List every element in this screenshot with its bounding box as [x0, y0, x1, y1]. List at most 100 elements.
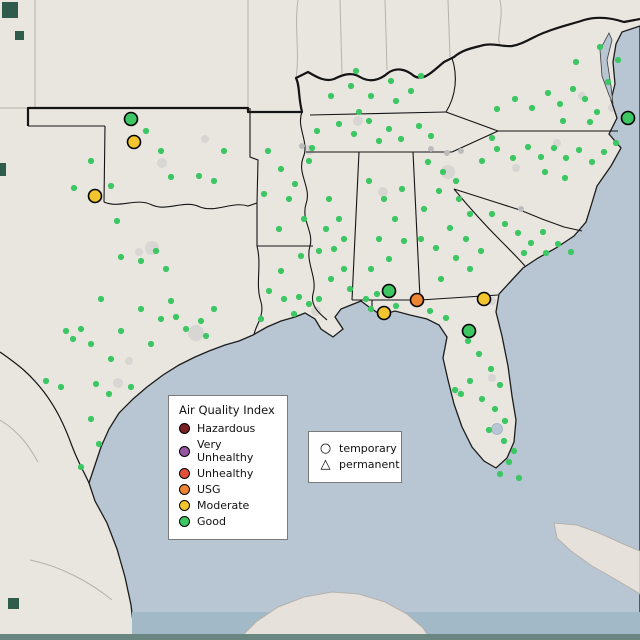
station-dot-good — [291, 180, 299, 188]
station-dot-good — [420, 205, 428, 213]
station-dot-good — [398, 185, 406, 193]
station-dot-good — [167, 173, 175, 181]
aqi-legend-item: Moderate — [179, 499, 277, 512]
station-dot-good — [70, 184, 78, 192]
aqi-item-label: Good — [197, 515, 226, 528]
station-dot-good — [528, 104, 536, 112]
station-dot-good — [69, 335, 77, 343]
station-dot-good — [491, 405, 499, 413]
symbol-item-label: permanent — [339, 458, 400, 471]
station-dot-good — [515, 474, 523, 482]
station-dot-good — [464, 337, 472, 345]
station-dot-good — [466, 265, 474, 273]
aqi-legend: Air Quality Index Hazardous Very Unhealth… — [168, 395, 288, 540]
station-dot-good — [77, 325, 85, 333]
event-marker-moderate — [476, 291, 492, 307]
station-dot-good — [172, 313, 180, 321]
station-dot-good — [295, 293, 303, 301]
stations-nodata-layer — [299, 143, 524, 212]
station-dot-good — [202, 332, 210, 340]
station-dot-good — [367, 92, 375, 100]
cuba-land — [553, 522, 640, 595]
station-dot-good — [380, 195, 388, 203]
station-dot-good — [87, 157, 95, 165]
station-dot-good — [496, 381, 504, 389]
station-dot-good — [493, 105, 501, 113]
station-dot-good — [275, 225, 283, 233]
station-dot-good — [510, 447, 518, 455]
station-dot-good — [446, 224, 454, 232]
station-dot-good — [437, 275, 445, 283]
station-dot-nodata — [299, 143, 305, 149]
station-dot-good — [327, 275, 335, 283]
station-dot-good — [407, 87, 415, 95]
station-dot-good — [340, 265, 348, 273]
map-edge-band — [0, 634, 640, 640]
station-dot-good — [452, 177, 460, 185]
yucatan-land — [237, 591, 432, 640]
station-dot-good — [596, 43, 604, 51]
station-dot-good — [562, 154, 570, 162]
station-dot-good — [488, 210, 496, 218]
station-dot-good — [511, 95, 519, 103]
station-dot-good — [97, 295, 105, 303]
station-dot-good — [350, 130, 358, 138]
station-dot-good — [542, 249, 550, 257]
event-marker-good — [381, 283, 397, 299]
aqi-item-label: USG — [197, 483, 221, 496]
station-dot-good — [346, 285, 354, 293]
station-dot-good — [614, 56, 622, 64]
station-dot-good — [157, 147, 165, 155]
station-dot-good — [127, 383, 135, 391]
station-dot-good — [362, 295, 370, 303]
station-dot-good — [572, 58, 580, 66]
station-dot-good — [285, 195, 293, 203]
station-dot-good — [277, 165, 285, 173]
event-marker-good — [620, 110, 636, 126]
station-dot-good — [335, 215, 343, 223]
station-dot-good — [87, 340, 95, 348]
station-dot-good — [142, 127, 150, 135]
aqi-swatch-icon — [179, 500, 190, 511]
event-marker-good — [461, 323, 477, 339]
station-dot-good — [365, 177, 373, 185]
station-dot-good — [524, 143, 532, 151]
aqi-legend-item: Hazardous — [179, 422, 277, 435]
station-dot-good — [559, 117, 567, 125]
station-dot-good — [305, 300, 313, 308]
station-dot-good — [147, 340, 155, 348]
station-dot-good — [57, 383, 65, 391]
stations-good-layer — [42, 43, 622, 482]
station-dot-good — [588, 158, 596, 166]
event-marker-moderate — [126, 134, 142, 150]
station-dot-good — [586, 118, 594, 126]
station-dot-good — [107, 355, 115, 363]
station-dot-good — [210, 305, 218, 313]
station-dot-good — [554, 240, 562, 248]
lake-okeechobee — [491, 423, 503, 435]
station-dot-good — [182, 325, 190, 333]
station-dot-nodata — [444, 150, 450, 156]
station-dot-good — [426, 307, 434, 315]
station-dot-good — [280, 295, 288, 303]
aqi-legend-item: Good — [179, 515, 277, 528]
station-dot-good — [117, 253, 125, 261]
state-borders-faint — [0, 0, 502, 601]
station-dot-good — [462, 235, 470, 243]
station-dot-good — [297, 252, 305, 260]
station-dot-good — [137, 305, 145, 313]
station-dot-good — [485, 426, 493, 434]
station-dot-good — [117, 327, 125, 335]
station-dot-good — [457, 390, 465, 398]
aqi-legend-title: Air Quality Index — [179, 403, 275, 417]
station-dot-good — [569, 85, 577, 93]
urban-areas — [113, 92, 616, 450]
station-dot-good — [265, 287, 273, 295]
station-dot-good — [392, 302, 400, 310]
station-dot-good — [300, 215, 308, 223]
station-dot-good — [442, 314, 450, 322]
station-dot-good — [600, 148, 608, 156]
station-dot-good — [375, 137, 383, 145]
